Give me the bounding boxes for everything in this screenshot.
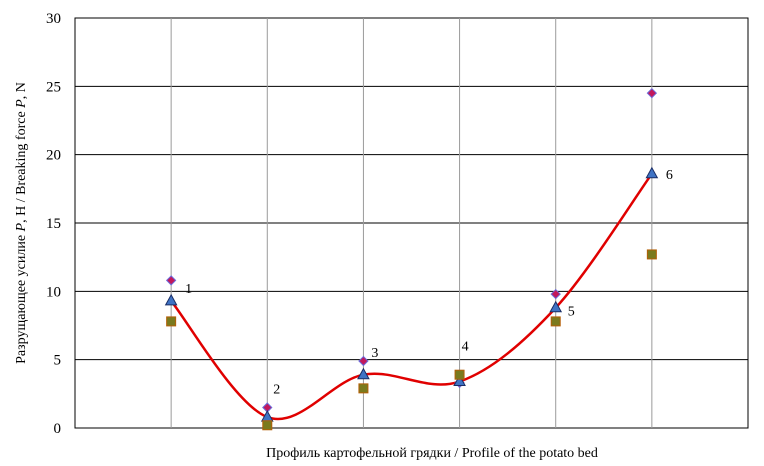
diamond-marker — [646, 87, 658, 99]
point-label: 1 — [185, 282, 192, 297]
square-marker — [262, 420, 273, 431]
square-marker — [550, 316, 561, 327]
trend-curve — [170, 173, 653, 421]
diamond-marker — [358, 355, 369, 367]
y-tick-label: 20 — [46, 148, 61, 164]
point-label: 4 — [462, 340, 469, 355]
point-label: 3 — [371, 346, 378, 361]
point-labels: 1 2 3 4 5 6 — [185, 168, 673, 398]
triangle-marker — [164, 293, 178, 306]
point-label: 2 — [273, 383, 280, 398]
y-tick-label: 25 — [46, 79, 61, 95]
square-marker — [646, 249, 657, 260]
y-tick-label: 10 — [46, 284, 61, 300]
x-axis-label: Профиль картофельной грядки / Profile of… — [266, 446, 598, 461]
triangle-marker — [357, 367, 370, 380]
square-marker — [454, 369, 465, 380]
point-label: 5 — [568, 305, 575, 320]
triangle-marker — [453, 374, 466, 387]
y-tick-label: 15 — [46, 216, 61, 232]
y-tick-label: 5 — [54, 353, 62, 369]
grid — [75, 18, 748, 428]
y-axis-label: Разрущающее усилие P, Н / Breaking force… — [14, 82, 29, 364]
y-tick-label: 0 — [54, 421, 62, 437]
diamond-marker — [165, 275, 177, 286]
square-marker — [358, 383, 369, 394]
triangle-marker — [645, 166, 659, 179]
diamond-marker — [550, 288, 561, 300]
triangle-marker — [549, 300, 563, 313]
point-label: 6 — [666, 168, 673, 183]
y-tick-labels: 0 5 10 15 20 25 30 — [46, 11, 61, 437]
square-marker — [166, 316, 177, 327]
y-tick-label: 30 — [46, 11, 61, 27]
data-points — [164, 87, 659, 431]
